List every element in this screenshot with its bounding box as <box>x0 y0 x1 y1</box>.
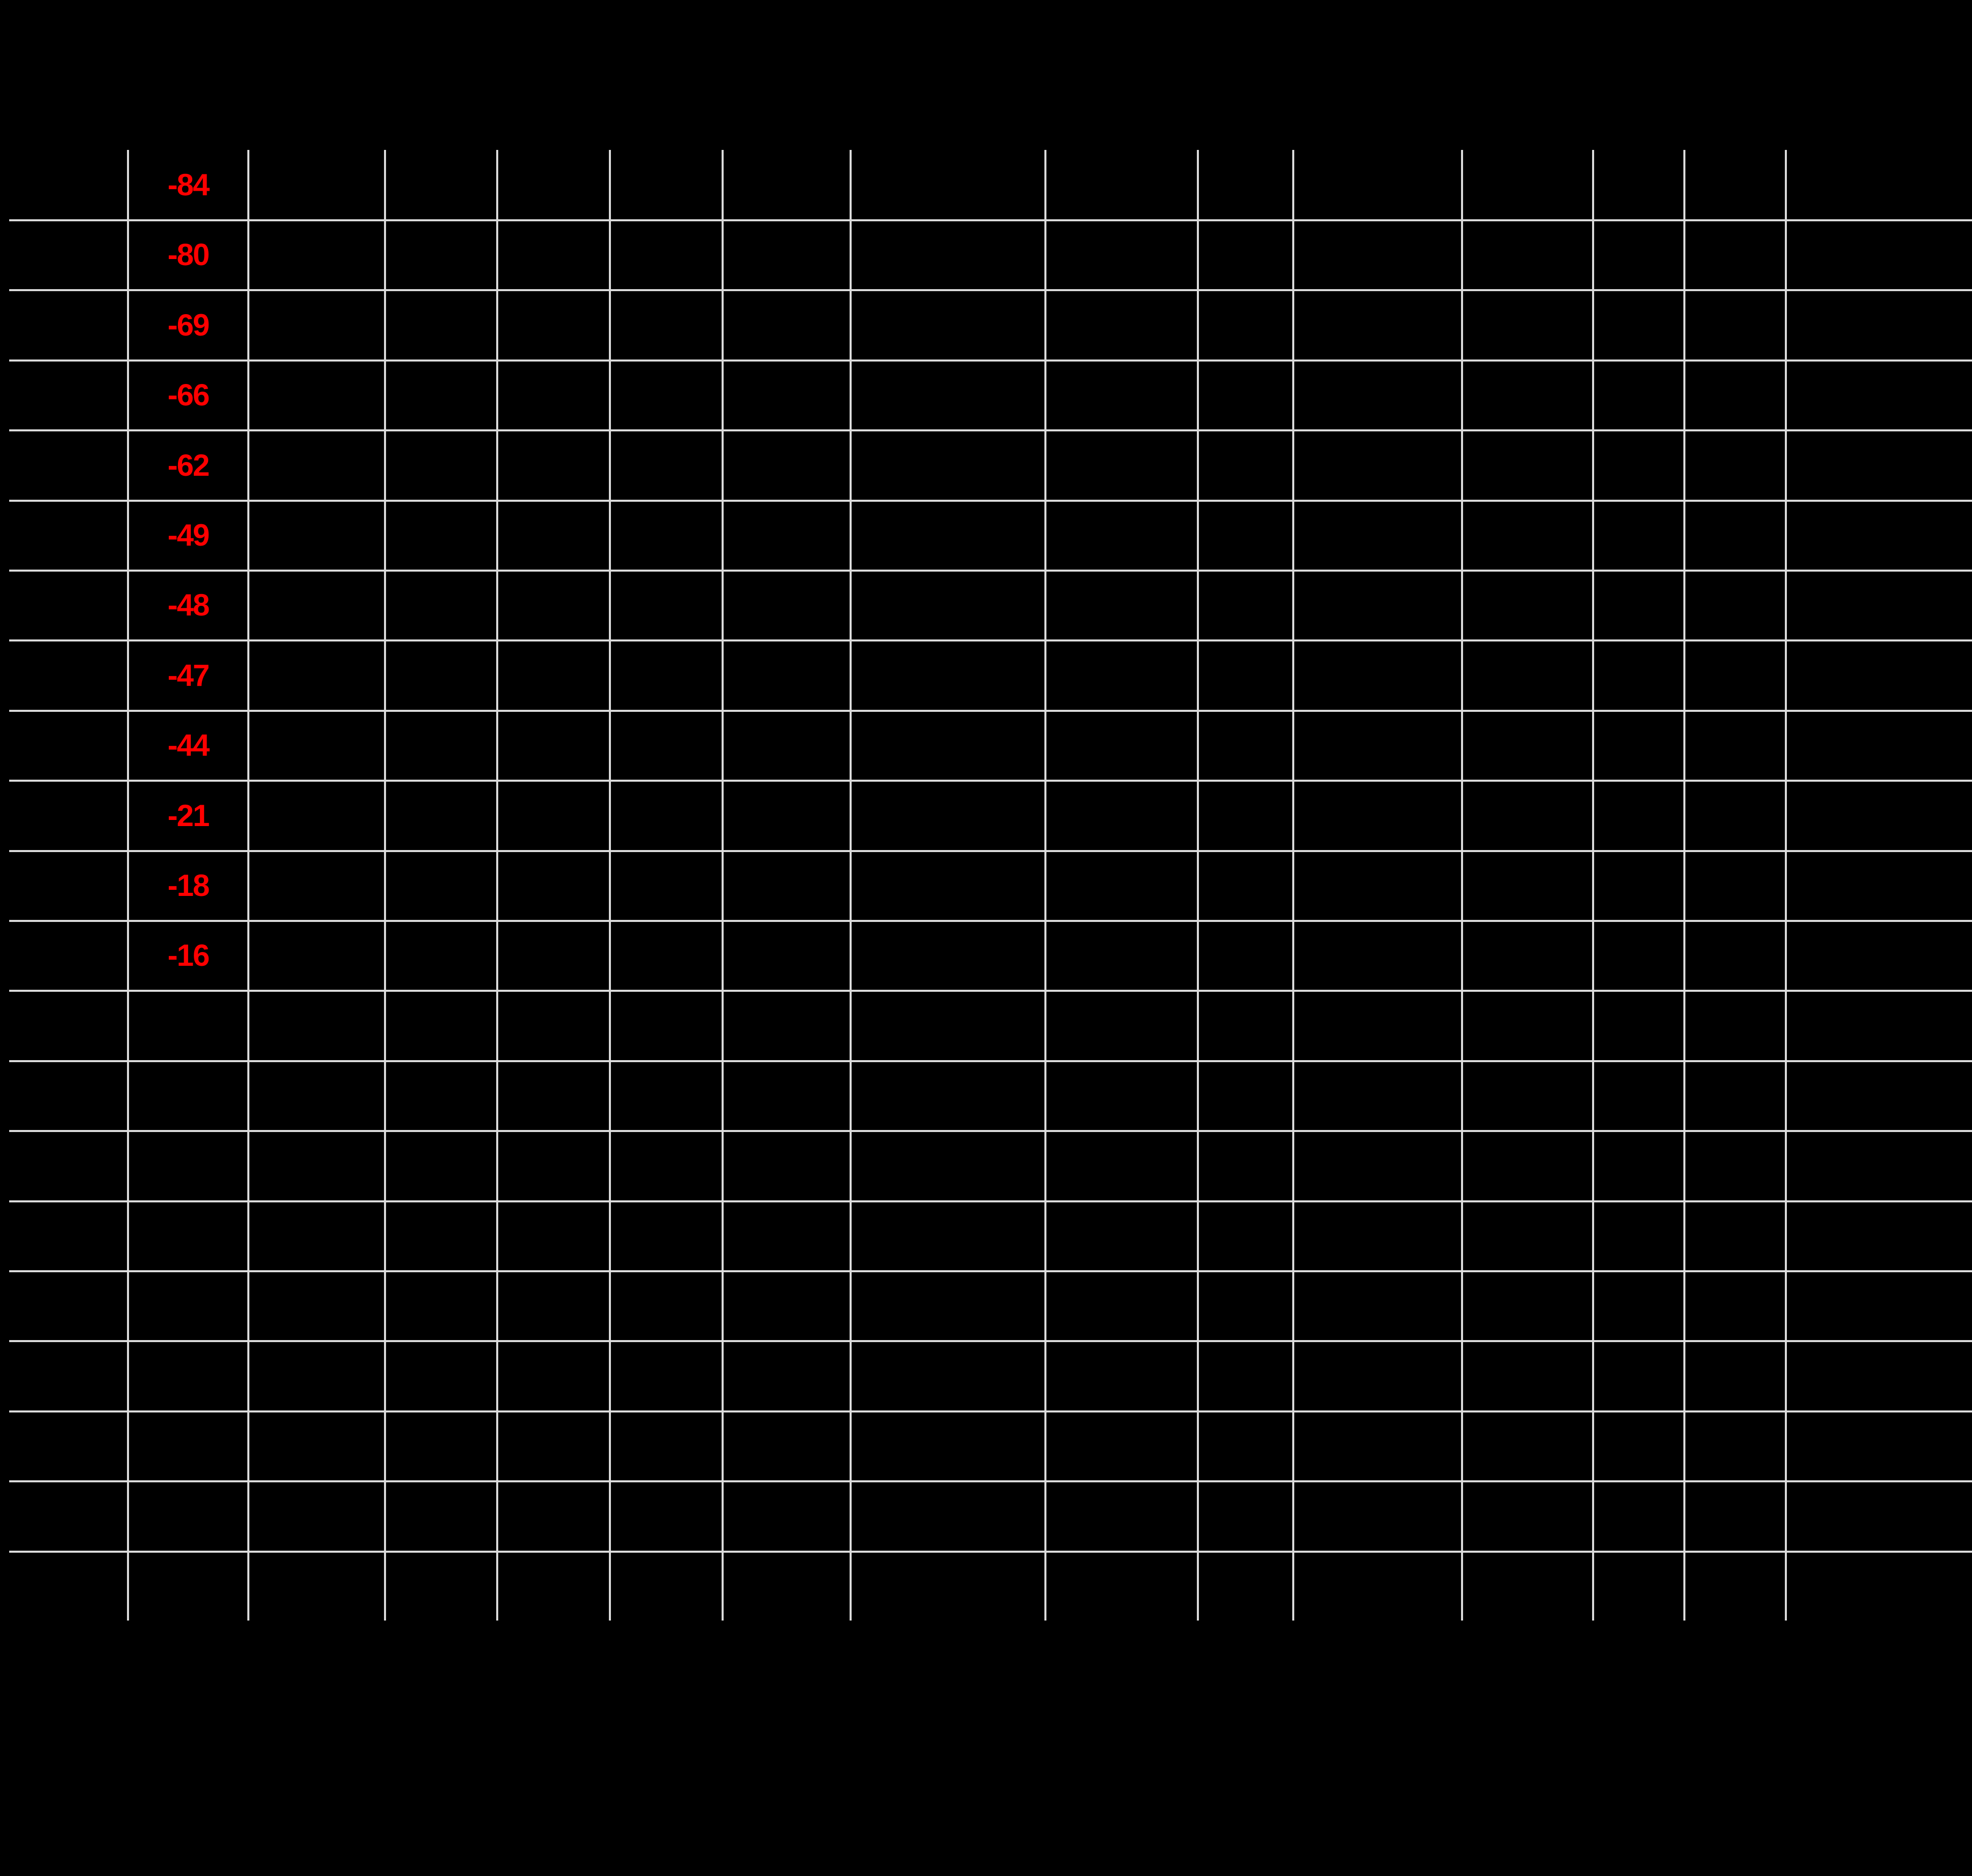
cell-value[interactable]: -62 <box>167 448 210 482</box>
grid-line-horizontal <box>9 990 1972 992</box>
grid-line-vertical <box>1197 150 1199 1621</box>
grid-line-vertical <box>722 150 724 1621</box>
grid-line-vertical <box>1785 150 1787 1621</box>
grid-line-horizontal <box>9 1130 1972 1132</box>
cell-value[interactable]: -49 <box>167 518 210 552</box>
cell-value[interactable]: -18 <box>167 868 210 903</box>
grid-line-vertical <box>127 150 129 1621</box>
grid-line-vertical <box>1461 150 1463 1621</box>
grid-line-vertical <box>384 150 386 1621</box>
grid-line-vertical <box>1292 150 1294 1621</box>
grid-line-vertical <box>609 150 611 1621</box>
grid-line-horizontal <box>9 1551 1972 1553</box>
grid-line-horizontal <box>9 1270 1972 1272</box>
cell-value[interactable]: -84 <box>167 167 210 202</box>
grid-line-vertical <box>1683 150 1685 1621</box>
grid-line-horizontal <box>9 429 1972 431</box>
cell-value[interactable]: -47 <box>167 658 210 692</box>
grid-line-horizontal <box>9 780 1972 782</box>
grid-line-vertical <box>850 150 852 1621</box>
grid-line-horizontal <box>9 289 1972 291</box>
cell-value[interactable]: -69 <box>167 307 210 342</box>
grid-line-horizontal <box>9 219 1972 221</box>
grid-line-horizontal <box>9 359 1972 362</box>
grid-line-horizontal <box>9 1410 1972 1412</box>
cell-value[interactable]: -48 <box>167 587 210 622</box>
grid-line-horizontal <box>9 920 1972 922</box>
grid-line-horizontal <box>9 639 1972 641</box>
cell-value[interactable]: -80 <box>167 237 210 272</box>
grid-line-vertical <box>496 150 498 1621</box>
grid-line-horizontal <box>9 1340 1972 1342</box>
grid-line-horizontal <box>9 1060 1972 1062</box>
grid-line-horizontal <box>9 1200 1972 1202</box>
cell-value[interactable]: -44 <box>167 728 210 762</box>
grid-line-horizontal <box>9 570 1972 572</box>
grid-line-horizontal <box>9 710 1972 712</box>
cell-value[interactable]: -21 <box>167 798 210 833</box>
grid-line-horizontal <box>9 500 1972 502</box>
cell-value[interactable]: -16 <box>167 938 210 972</box>
grid-line-vertical <box>1044 150 1046 1621</box>
grid-line-vertical <box>1592 150 1594 1621</box>
grid-line-horizontal <box>9 850 1972 852</box>
grid-line-horizontal <box>9 1480 1972 1482</box>
cell-value[interactable]: -66 <box>167 377 210 412</box>
grid-line-vertical <box>247 150 249 1621</box>
